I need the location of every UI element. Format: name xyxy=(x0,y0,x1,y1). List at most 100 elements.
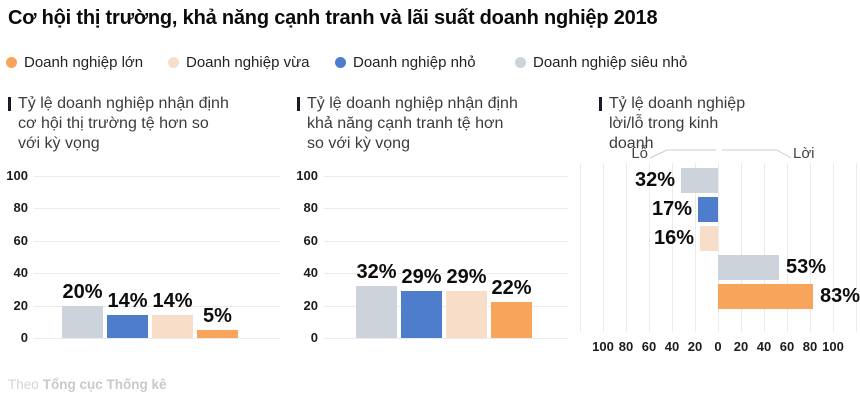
legend-item-vua: Doanh nghiệp vừa xyxy=(168,53,309,71)
page-title: Cơ hội thị trường, khả năng cạnh tranh v… xyxy=(8,7,658,29)
y-axis-tick-label: 100 xyxy=(6,168,28,183)
y-axis-tick-label: 60 xyxy=(13,233,28,248)
gridline xyxy=(741,163,742,332)
bar-value-label: 14% xyxy=(152,290,193,312)
y-axis-tick-label: 80 xyxy=(303,200,318,215)
gridline xyxy=(764,163,765,332)
chart3-heading: Tỷ lệ doanh nghiệp lời/lỗ trong kinh doa… xyxy=(599,94,764,154)
bar xyxy=(491,302,532,338)
x-axis-tick-label: 20 xyxy=(733,339,749,354)
gridline xyxy=(787,163,788,332)
x-axis-tick-label: 100 xyxy=(592,339,614,354)
gridline xyxy=(34,273,280,274)
x-axis-tick-label: 100 xyxy=(822,339,844,354)
bar xyxy=(681,168,718,193)
legend-dot-icon xyxy=(6,56,17,68)
gridline xyxy=(718,163,719,332)
source-credit: Theo Tổng cục Thống kê xyxy=(8,377,167,392)
bar-value-label: 29% xyxy=(401,266,442,288)
y-axis-tick-label: 100 xyxy=(296,168,318,183)
gridline xyxy=(324,208,568,209)
bar-value-label: 22% xyxy=(491,277,532,299)
chart1-title: Tỷ lệ doanh nghiệp nhận định cơ hội thị … xyxy=(18,95,229,152)
legend-dot-icon xyxy=(515,56,526,68)
y-axis-tick-label: 20 xyxy=(13,298,28,313)
gridline xyxy=(34,306,280,307)
bar-value-label: 16% xyxy=(653,227,694,249)
x-axis-tick-label: 20 xyxy=(687,339,703,354)
gridline xyxy=(695,163,696,332)
gridline xyxy=(34,208,280,209)
chart1-heading: Tỷ lệ doanh nghiệp nhận định cơ hội thị … xyxy=(8,94,233,154)
legend-dot-icon xyxy=(335,56,346,68)
x-axis-tick-label: 80 xyxy=(618,339,634,354)
chart2-title: Tỷ lệ doanh nghiệp nhận định khả năng cạ… xyxy=(307,95,518,152)
legend-item-nho: Doanh nghiệp nhỏ xyxy=(335,53,476,71)
bar xyxy=(700,226,718,251)
gridline xyxy=(324,176,568,177)
bar xyxy=(197,330,238,338)
bar xyxy=(356,286,397,338)
gridline xyxy=(34,338,280,339)
bar-value-label: 5% xyxy=(203,305,232,327)
bar xyxy=(107,315,148,338)
y-axis-tick-label: 0 xyxy=(310,330,318,345)
x-axis-tick-label: 40 xyxy=(664,339,680,354)
gridline xyxy=(856,163,857,332)
x-axis-tick-label: 0 xyxy=(714,339,722,354)
y-axis-tick-label: 60 xyxy=(303,233,318,248)
gridline xyxy=(580,163,581,332)
gridline xyxy=(324,241,568,242)
gridline xyxy=(810,163,811,332)
bar-value-label: 14% xyxy=(107,290,148,312)
loss-profit-leader-lines-icon xyxy=(649,149,792,159)
bar-value-label: 32% xyxy=(356,261,397,283)
legend-label: Doanh nghiệp nhỏ xyxy=(353,53,476,71)
y-axis-tick-label: 40 xyxy=(303,265,318,280)
bar-value-label: 29% xyxy=(446,266,487,288)
gridline xyxy=(603,163,604,332)
gridline xyxy=(833,163,834,332)
bar xyxy=(698,197,718,222)
bar-value-label: 20% xyxy=(62,281,103,303)
gridline xyxy=(649,163,650,332)
gridline xyxy=(34,176,280,177)
bar-value-label: 32% xyxy=(634,169,675,191)
x-axis-tick-label: 60 xyxy=(641,339,657,354)
heading-tick-icon xyxy=(8,97,11,111)
gridline xyxy=(34,241,280,242)
y-axis-tick-label: 40 xyxy=(13,265,28,280)
x-axis-tick-label: 80 xyxy=(802,339,818,354)
bar xyxy=(401,291,442,338)
bar xyxy=(718,284,813,309)
legend-dot-icon xyxy=(168,56,179,68)
bar-value-label: 17% xyxy=(651,198,692,220)
x-axis-tick-label: 60 xyxy=(779,339,795,354)
legend-item-sieu-nho: Doanh nghiệp siêu nhỏ xyxy=(515,53,687,71)
heading-tick-icon xyxy=(599,97,602,111)
bar xyxy=(62,306,103,338)
y-axis-tick-label: 80 xyxy=(13,200,28,215)
chart2-heading: Tỷ lệ doanh nghiệp nhận định khả năng cạ… xyxy=(297,94,522,154)
bar xyxy=(446,291,487,338)
gridline xyxy=(324,338,568,339)
y-axis-tick-label: 0 xyxy=(20,330,28,345)
profit-side-label: Lời xyxy=(793,145,815,162)
loss-side-label: Lỗ xyxy=(631,145,648,162)
bar-value-label: 83% xyxy=(820,285,860,307)
source-prefix: Theo xyxy=(8,377,39,392)
source-name: Tổng cục Thống kê xyxy=(42,377,167,392)
legend-label: Doanh nghiệp lớn xyxy=(24,53,144,71)
legend-label: Doanh nghiệp siêu nhỏ xyxy=(533,53,688,71)
bar-value-label: 53% xyxy=(786,256,827,278)
bar xyxy=(152,315,193,338)
gridline xyxy=(324,273,568,274)
legend-label: Doanh nghiệp vừa xyxy=(186,53,310,71)
legend-item-lon: Doanh nghiệp lớn xyxy=(6,53,143,71)
x-axis-tick-label: 40 xyxy=(756,339,772,354)
heading-tick-icon xyxy=(297,97,300,111)
bar xyxy=(718,255,779,280)
y-axis-tick-label: 20 xyxy=(303,298,318,313)
gridline xyxy=(626,163,627,332)
